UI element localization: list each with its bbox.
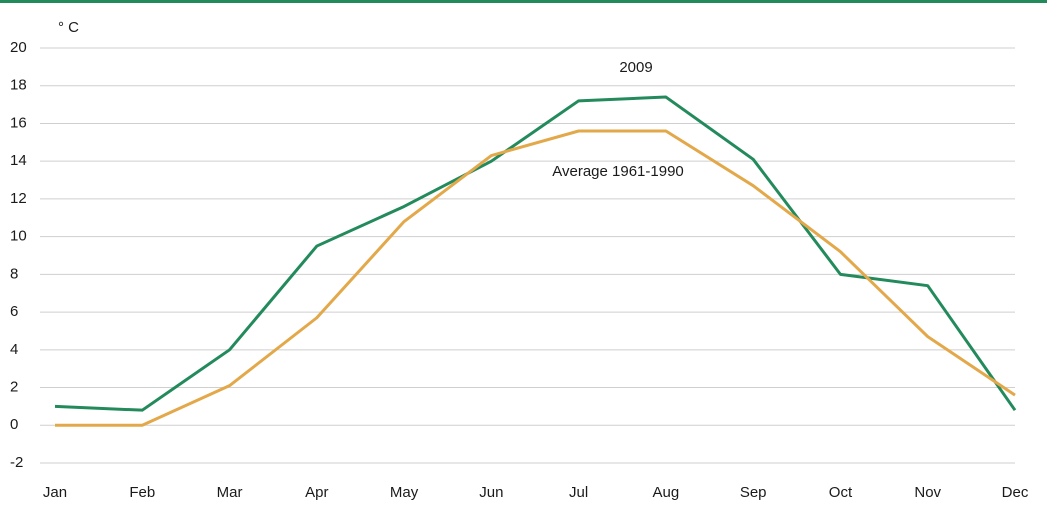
series-label: Average 1961-1990 bbox=[552, 163, 684, 180]
y-tick-label: 12 bbox=[10, 190, 27, 207]
y-tick-label: 10 bbox=[10, 228, 27, 245]
top-border bbox=[0, 0, 1047, 3]
y-tick-label: 2 bbox=[10, 379, 18, 396]
x-tick-label: Feb bbox=[129, 484, 155, 501]
x-tick-label: Oct bbox=[829, 484, 853, 501]
x-tick-label: May bbox=[390, 484, 419, 501]
x-tick-label: Jun bbox=[479, 484, 503, 501]
x-tick-label: Jan bbox=[43, 484, 67, 501]
x-tick-label: Dec bbox=[1002, 484, 1029, 501]
x-tick-label: Apr bbox=[305, 484, 328, 501]
y-tick-label: 6 bbox=[10, 303, 18, 320]
y-axis-unit: ° C bbox=[58, 19, 79, 36]
y-tick-label: 16 bbox=[10, 114, 27, 131]
y-tick-label: -2 bbox=[10, 454, 23, 471]
y-tick-label: 18 bbox=[10, 77, 27, 94]
x-tick-label: Sep bbox=[740, 484, 767, 501]
series-line bbox=[55, 129, 1016, 427]
y-tick-label: 8 bbox=[10, 265, 18, 282]
series-label: 2009 bbox=[619, 59, 652, 76]
y-tick-label: 0 bbox=[10, 416, 18, 433]
x-tick-label: Aug bbox=[653, 484, 680, 501]
y-tick-label: 14 bbox=[10, 152, 27, 169]
y-tick-label: 20 bbox=[10, 39, 27, 56]
x-tick-label: Jul bbox=[569, 484, 588, 501]
y-tick-label: 4 bbox=[10, 341, 18, 358]
series-line bbox=[54, 95, 1017, 412]
x-tick-label: Mar bbox=[217, 484, 243, 501]
x-tick-label: Nov bbox=[914, 484, 941, 501]
